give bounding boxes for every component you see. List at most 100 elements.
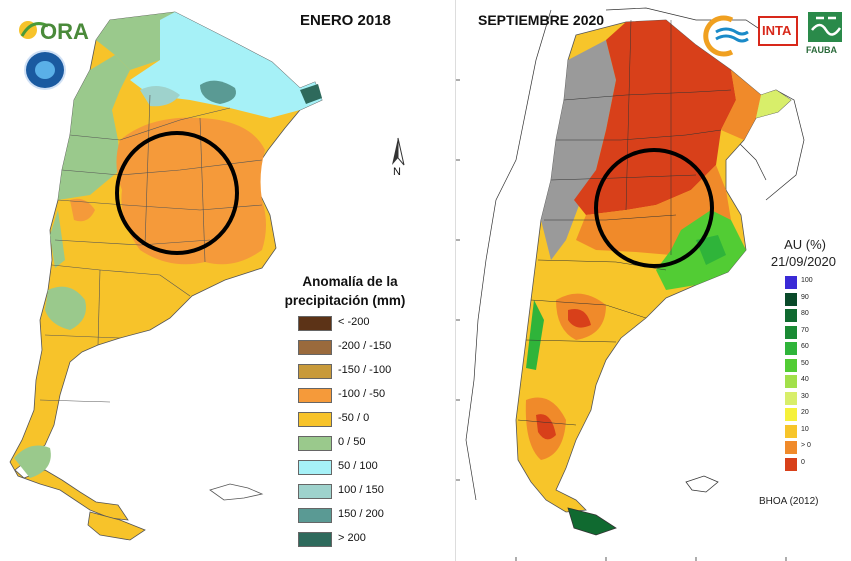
green-west-strip xyxy=(526,300,544,370)
scale-swatch xyxy=(785,276,797,289)
fauba-logo-text: FAUBA xyxy=(806,45,837,55)
scale-item: 0 xyxy=(785,457,805,471)
map-title-left: ENERO 2018 xyxy=(300,12,391,29)
scale-item: 100 xyxy=(785,276,813,289)
scale-swatch xyxy=(785,375,797,388)
scale-item: 90 xyxy=(785,292,809,306)
scale-item: > 0 xyxy=(785,441,811,454)
scale-swatch xyxy=(785,391,797,405)
scale-item: 70 xyxy=(785,325,809,339)
legend-label: -150 / -100 xyxy=(338,364,392,376)
legend-item: 0 / 50 xyxy=(298,435,418,453)
green-mid-strip xyxy=(50,210,65,268)
legend-swatch xyxy=(298,436,332,451)
legend-title-line2: precipitación (mm) xyxy=(284,293,406,308)
malvinas-islands-right xyxy=(685,475,719,493)
grey-andes-region xyxy=(541,40,616,260)
scale-label: > 0 xyxy=(801,442,811,449)
argentina-anomaly-map xyxy=(9,11,405,541)
scale-label: 50 xyxy=(801,359,809,367)
scale-swatch xyxy=(785,408,797,421)
legend-item: -50 / 0 xyxy=(298,411,418,429)
legend-label: 0 / 50 xyxy=(338,436,366,448)
legend-swatch xyxy=(298,484,332,499)
malvinas-islands xyxy=(209,483,264,501)
north-arrow-icon xyxy=(392,137,405,166)
inta-logo-text: INTA xyxy=(762,23,792,38)
argentina-soil-water-map xyxy=(456,7,805,561)
tierra-del-fuego xyxy=(87,511,146,541)
scale-label: 30 xyxy=(801,392,809,400)
scale-label: 60 xyxy=(801,343,809,350)
legend-label: -100 / -50 xyxy=(338,388,386,400)
tierra-del-fuego-right xyxy=(567,507,617,536)
green-west-region xyxy=(58,55,130,200)
darkgreen-east-spot xyxy=(696,235,726,265)
scale-label: 20 xyxy=(801,409,809,416)
scale-label: 80 xyxy=(801,310,809,317)
legend-item: > 200 xyxy=(298,531,418,549)
scale-label: 90 xyxy=(801,293,809,301)
ora-logo: ORA xyxy=(18,16,89,44)
orange-central-region xyxy=(116,117,266,265)
legend-item: 100 / 150 xyxy=(298,483,418,501)
legend-label: -200 / -150 xyxy=(338,340,392,352)
fauba-logo: FAUBA xyxy=(806,10,846,58)
legend-swatch xyxy=(298,412,332,427)
lightyellow-misiones xyxy=(756,90,791,118)
scale-item: 40 xyxy=(785,375,809,388)
source-label: BHOA (2012) xyxy=(759,496,819,507)
scale-item: 10 xyxy=(785,424,809,438)
legend-item: 150 / 200 xyxy=(298,507,418,525)
cyan-north-region xyxy=(130,12,322,118)
highlight-circle-right xyxy=(594,148,714,268)
legend-item: -100 / -50 xyxy=(298,387,418,405)
smn-seal-icon xyxy=(24,50,66,90)
legend-swatch xyxy=(298,340,332,355)
neighbor-borders xyxy=(465,7,805,501)
au-title-line2: 21/09/2020 xyxy=(770,254,836,269)
legend-swatch xyxy=(298,364,332,379)
legend-swatch xyxy=(298,388,332,403)
legend-swatch xyxy=(298,460,332,475)
legend-item: 50 / 100 xyxy=(298,459,418,477)
green-southwest-region xyxy=(45,286,86,330)
scale-swatch xyxy=(785,292,797,306)
legend-swatch xyxy=(298,508,332,523)
legend-title-line1: Anomalía de la xyxy=(302,274,398,289)
scale-swatch xyxy=(785,342,797,355)
legend-item: -150 / -100 xyxy=(298,363,418,381)
scale-label: 100 xyxy=(801,277,813,284)
frame-ticks xyxy=(456,79,787,561)
scale-swatch xyxy=(785,325,797,339)
green-northwest-region xyxy=(96,12,180,70)
red-patagonia-spot xyxy=(536,414,556,440)
legend-label: > 200 xyxy=(338,532,366,544)
legend-label: 100 / 150 xyxy=(338,484,384,496)
scale-swatch xyxy=(785,424,797,438)
scale-item: 60 xyxy=(785,342,809,355)
legend-label: < -200 xyxy=(338,316,370,328)
teal-north-spot xyxy=(200,80,236,104)
legend-swatch xyxy=(298,316,332,331)
scale-swatch xyxy=(785,358,797,372)
scale-item: 80 xyxy=(785,309,809,322)
wave-logo-icon xyxy=(702,14,750,58)
scale-swatch xyxy=(785,309,797,322)
highlight-circle xyxy=(115,131,239,255)
province-borders-right xyxy=(517,19,732,426)
legend-item: -200 / -150 xyxy=(298,339,418,357)
legend-label: 50 / 100 xyxy=(338,460,378,472)
scale-item: 20 xyxy=(785,408,809,421)
scale-swatch xyxy=(785,457,797,471)
scale-swatch xyxy=(785,441,797,454)
scale-item: 50 xyxy=(785,358,809,372)
legend-label: 150 / 200 xyxy=(338,508,384,520)
inta-logo: INTA xyxy=(758,16,798,46)
scale-label: 0 xyxy=(801,458,805,466)
au-title-line1: AU (%) xyxy=(784,237,826,252)
north-label: N xyxy=(393,166,401,178)
province-borders xyxy=(39,94,263,403)
left-map-panel: ORA ENERO 2018 N Anomalía de la precipit… xyxy=(0,0,420,561)
map-title-right: SEPTIEMBRE 2020 xyxy=(478,12,605,28)
